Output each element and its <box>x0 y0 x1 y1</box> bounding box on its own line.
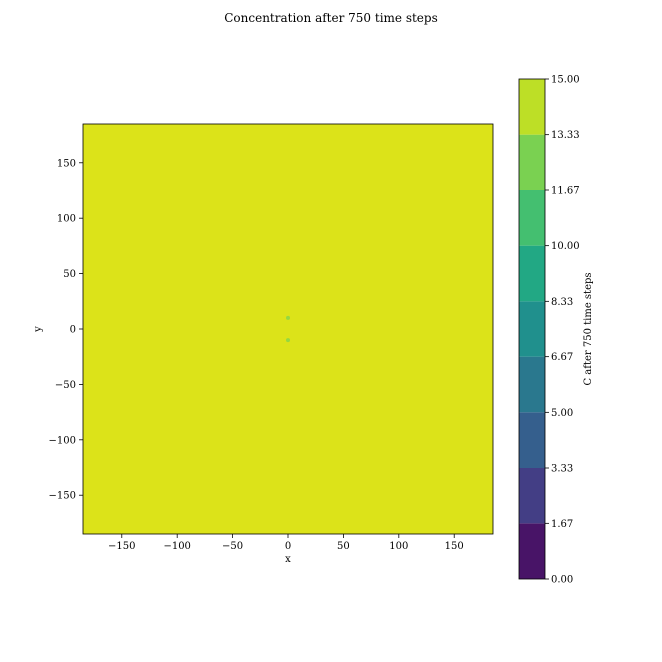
colorbar-band <box>519 356 545 413</box>
colorbar-tick-label: 13.33 <box>551 130 580 141</box>
colorbar-band <box>519 245 545 302</box>
x-tick-label: −50 <box>222 541 243 552</box>
x-axis-label: x <box>285 554 291 565</box>
y-tick-label: −150 <box>49 491 76 502</box>
colorbar-label: C after 750 time steps <box>583 272 594 385</box>
x-tick-label: 0 <box>285 541 291 552</box>
colorbar-band <box>519 523 545 579</box>
y-axis-label: y <box>33 326 44 333</box>
x-tick-label: −150 <box>108 541 135 552</box>
colorbar-tick-label: 8.33 <box>551 297 573 308</box>
y-tick-label: −50 <box>55 380 76 391</box>
x-tick-label: 100 <box>389 541 408 552</box>
x-tick-label: 50 <box>337 541 350 552</box>
colorbar-tick-label: 10.00 <box>551 241 580 252</box>
x-tick-label: 150 <box>445 541 464 552</box>
heatmap-spot-1 <box>286 315 290 320</box>
y-tick-label: 150 <box>57 158 76 169</box>
y-tick-label: 100 <box>57 214 76 225</box>
colorbar-tick-label: 11.67 <box>551 186 580 197</box>
colorbar-tick-label: 0.00 <box>551 575 573 586</box>
colorbar-band <box>519 412 545 468</box>
y-tick-label: 50 <box>63 269 76 280</box>
colorbar-tick-label: 5.00 <box>551 408 573 419</box>
heatmap-spot-2 <box>286 338 290 343</box>
y-tick-label: −100 <box>49 435 76 446</box>
colorbar-band <box>519 190 545 246</box>
heatmap-field <box>83 124 493 534</box>
y-tick-label: 0 <box>70 325 76 336</box>
x-tick-label: −100 <box>163 541 190 552</box>
colorbar-band <box>519 134 545 190</box>
chart-title: Concentration after 750 time steps <box>224 11 438 25</box>
colorbar-tick-label: 15.00 <box>551 75 580 86</box>
colorbar-band <box>519 468 545 524</box>
colorbar-frame <box>518 78 546 580</box>
colorbar-tick-label: 3.33 <box>551 464 573 475</box>
colorbar-band <box>519 79 545 135</box>
colorbar-band <box>519 301 545 357</box>
colorbar-tick-label: 1.67 <box>551 519 573 530</box>
colorbar-tick-label: 6.67 <box>551 352 573 363</box>
